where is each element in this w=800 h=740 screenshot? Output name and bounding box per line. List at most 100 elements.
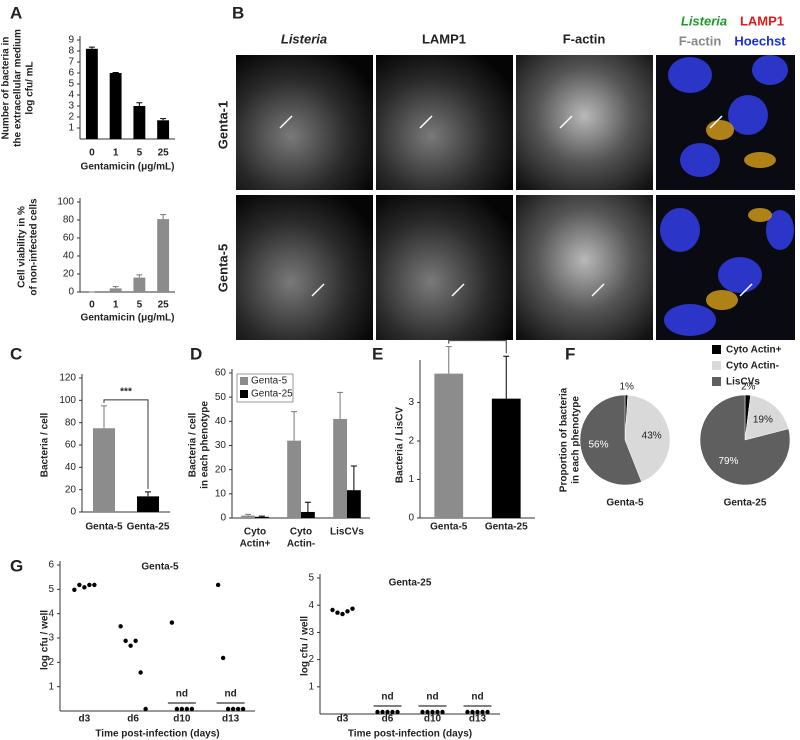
y-tick-label: 0 (68, 287, 74, 298)
bar (301, 511, 315, 518)
y-tick-label: 9 (68, 35, 74, 46)
point (123, 638, 128, 644)
point (375, 709, 380, 715)
y-tick-label: 50 (215, 392, 227, 403)
x-tick-label: 25 (158, 300, 170, 311)
point (87, 582, 92, 588)
point (390, 709, 395, 715)
pie-value-label: 2% (741, 382, 756, 393)
bar (85, 48, 98, 139)
y-tick-label: 80 (63, 215, 75, 226)
bar (137, 496, 159, 512)
merge-header: LAMP1 (740, 13, 784, 28)
y-axis-label: log cfu / well (300, 616, 311, 676)
x-tick-label: d3 (79, 714, 91, 725)
point (340, 611, 345, 617)
y-axis-label: Proportion of bacteria (559, 387, 570, 492)
x-tick-label: d13 (469, 714, 487, 725)
bar (133, 106, 146, 139)
annotation: nd (176, 689, 188, 700)
bar (109, 73, 122, 139)
error-bar (88, 46, 95, 49)
pie-value-label: 43% (642, 430, 662, 441)
x-tick-label: Genta-5 (430, 522, 468, 533)
legend-swatch (712, 345, 721, 354)
y-axis-label: Bacteria / cell (188, 413, 199, 478)
point (174, 706, 180, 712)
y-axis-label: the extracellular medium (13, 29, 24, 147)
point (330, 607, 335, 613)
y-tick-label: 0 (408, 513, 414, 524)
x-tick-label: Actin- (287, 539, 315, 550)
x-tick-label: 1 (113, 148, 119, 159)
y-tick-label: 20 (215, 464, 227, 475)
x-tick-label: 25 (158, 148, 170, 159)
y-tick-label: 100 (57, 197, 74, 208)
bar (157, 219, 170, 292)
y-axis-label: Number of bacteria in (1, 37, 12, 140)
point (435, 709, 440, 715)
bracket (103, 399, 149, 489)
x-tick-label: 0 (89, 148, 95, 159)
annotation: nd (471, 692, 483, 703)
x-tick-label: 0 (89, 300, 95, 311)
row-label: Genta-1 (215, 101, 230, 149)
annotation: nd (381, 692, 393, 703)
x-axis-label: Gentamicin (μg/mL) (81, 162, 175, 173)
legend-label: Genta-5 (251, 376, 288, 387)
pie-value-label: 19% (753, 414, 773, 425)
y-tick-label: 6 (68, 68, 74, 79)
bar (255, 516, 269, 518)
pie-title: Genta-5 (606, 498, 644, 509)
y-tick-label: 40 (215, 416, 227, 427)
error-bar (160, 118, 167, 121)
y-axis-label: log cfu/ mL (25, 61, 36, 114)
y-axis-label: of non-infected cells (29, 198, 40, 296)
point (128, 643, 133, 648)
x-tick-label: Genta-5 (85, 522, 123, 533)
point (430, 709, 435, 715)
micrograph (236, 195, 373, 340)
error-bar (258, 515, 265, 517)
y-tick-label: 10 (215, 488, 227, 499)
y-tick-label: 30 (215, 440, 227, 451)
point (240, 706, 246, 712)
legend-swatch (240, 390, 248, 398)
y-tick-label: 3 (408, 397, 414, 408)
error-bar (112, 286, 119, 289)
y-tick-label: 7 (68, 57, 74, 68)
panel-letter: D (190, 344, 202, 363)
error-bar (337, 391, 344, 419)
merge-header: Hoechst (734, 33, 786, 48)
y-tick-label: 3 (308, 627, 314, 638)
error-bar (160, 214, 167, 220)
bar (333, 418, 347, 518)
point (82, 585, 87, 590)
point (138, 670, 143, 675)
y-axis-label: in each phenotype (200, 401, 211, 489)
point (345, 609, 350, 614)
y-axis-label: Bacteria / LisCV (395, 407, 406, 483)
point (470, 709, 475, 715)
error-bar (350, 465, 357, 491)
y-tick-label: 2 (68, 112, 74, 123)
bar (157, 120, 170, 139)
y-axis-label: Bacteria / cell (40, 413, 51, 478)
pie-value-label: 1% (619, 382, 634, 393)
y-tick-label: 1 (308, 681, 314, 692)
x-tick-label: d3 (337, 714, 349, 725)
x-tick-label: d10 (424, 714, 442, 725)
panel-letter: G (10, 556, 23, 575)
point (179, 706, 185, 712)
point (485, 709, 490, 715)
point (425, 709, 430, 715)
micrograph (516, 55, 653, 190)
error-bar (112, 71, 119, 73)
x-tick-label: d6 (127, 714, 139, 725)
point (380, 709, 385, 715)
bracket (448, 340, 507, 354)
pie-slice (744, 395, 789, 441)
point (133, 638, 138, 644)
error-bar (304, 501, 311, 512)
point (440, 709, 445, 715)
